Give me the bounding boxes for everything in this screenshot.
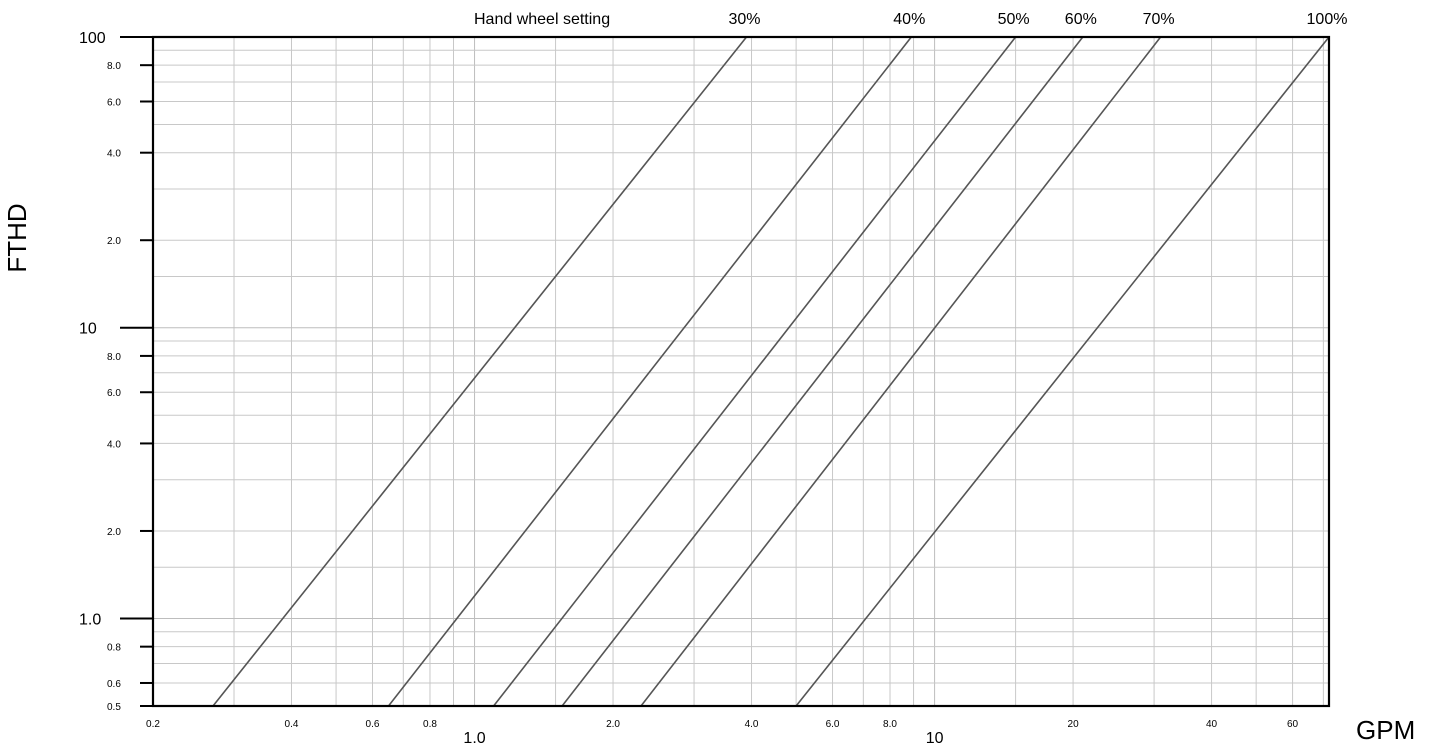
grid: [153, 37, 1329, 706]
x-axis-label: GPM: [1356, 715, 1415, 745]
y-tick-label: 4.0: [107, 149, 121, 160]
y-tick-label: 0.6: [107, 679, 121, 690]
x-tick-label: 6.0: [826, 719, 840, 730]
y-tick-label: 10: [79, 321, 97, 338]
series-lines: [212, 36, 1330, 707]
y-tick-label: 1.0: [79, 611, 101, 628]
series-line-4: [640, 36, 1162, 707]
series-label: 50%: [998, 11, 1030, 28]
series-label: 100%: [1307, 11, 1348, 28]
y-tick-label: 100: [79, 30, 106, 47]
x-tick-label: 8.0: [883, 719, 897, 730]
x-tick-label: 0.2: [146, 719, 160, 730]
series-line-1: [387, 36, 912, 707]
x-tick-label: 1.0: [463, 730, 485, 747]
y-tick-label: 8.0: [107, 352, 121, 363]
series-label: 60%: [1065, 11, 1097, 28]
x-tick-label: 60: [1287, 719, 1299, 730]
x-tick-label: 0.8: [423, 719, 437, 730]
y-tick-label: 2.0: [107, 236, 121, 247]
chart-title: Hand wheel setting: [474, 11, 610, 28]
y-tick-label: 6.0: [107, 388, 121, 399]
series-line-2: [492, 36, 1017, 707]
y-tick-label: 2.0: [107, 527, 121, 538]
x-tick-label: 4.0: [745, 719, 759, 730]
x-axis-ticks: 0.2 0.4 0.6 0.8 1.0 2.0 4.0 6.0 8.0 10 20 40 60: [146, 719, 1299, 747]
series-label: 40%: [893, 11, 925, 28]
x-tick-label: 0.6: [366, 719, 380, 730]
y-tick-label: 4.0: [107, 439, 121, 450]
series-line-3: [561, 36, 1084, 707]
plot-frame: [151, 35, 1331, 708]
series-labels: 30% 40% 50% 60% 70% 100%: [728, 11, 1347, 28]
y-tick-label: 6.0: [107, 98, 121, 109]
series-label: 30%: [728, 11, 760, 28]
x-tick-label: 10: [926, 730, 944, 747]
series-line-5: [795, 36, 1330, 707]
x-tick-label: 2.0: [606, 719, 620, 730]
x-tick-label: 20: [1068, 719, 1080, 730]
y-tick-label: 8.0: [107, 61, 121, 72]
x-tick-label: 0.4: [285, 719, 299, 730]
y-axis-label: FTHD: [2, 203, 32, 272]
y-tick-label: 0.5: [107, 702, 121, 713]
x-tick-label: 40: [1206, 719, 1218, 730]
series-line-0: [212, 36, 748, 707]
y-tick-label: 0.8: [107, 643, 121, 654]
y-axis-ticks: 100 8.0 6.0 4.0 2.0 10 8.0 6.0 4.0 2.0 1.0 0.8 0.6 0.…: [79, 30, 153, 713]
series-label: 70%: [1143, 11, 1175, 28]
